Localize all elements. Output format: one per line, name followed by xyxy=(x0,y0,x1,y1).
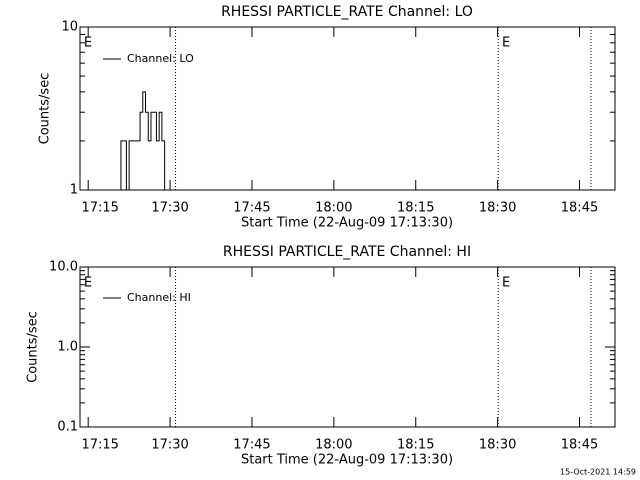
y-axis-label: Counts/sec xyxy=(38,73,53,145)
x-tick-label: 17:30 xyxy=(151,438,188,453)
x-tick-label: 17:45 xyxy=(233,201,270,216)
x-tick-label: 18:45 xyxy=(561,438,598,453)
y-tick-label: 10.0 xyxy=(49,260,78,275)
x-tick-label: 17:15 xyxy=(81,201,118,216)
x-tick-label: 17:30 xyxy=(151,201,188,216)
x-tick-label: 18:30 xyxy=(479,438,516,453)
chart-title: RHESSI PARTICLE_RATE Channel: HI xyxy=(223,244,471,260)
x-tick-label: 18:30 xyxy=(479,201,516,216)
event-label: E xyxy=(84,36,92,51)
event-label: E xyxy=(502,276,510,291)
legend-label: Channel: HI xyxy=(127,291,191,304)
x-tick-label: 18:15 xyxy=(397,438,434,453)
event-label: E xyxy=(84,276,92,291)
y-tick-label: 1.0 xyxy=(57,340,78,355)
data-line xyxy=(118,91,166,191)
y-axis-label: Counts/sec xyxy=(26,311,41,383)
x-tick-label: 18:15 xyxy=(397,201,434,216)
x-axis-label: Start Time (22-Aug-09 17:13:30) xyxy=(241,453,453,468)
x-tick-label: 18:45 xyxy=(561,201,598,216)
x-tick-label: 17:15 xyxy=(81,438,118,453)
y-tick-label: 10 xyxy=(61,20,78,35)
x-tick-label: 18:00 xyxy=(315,438,352,453)
x-axis-label: Start Time (22-Aug-09 17:13:30) xyxy=(241,216,453,231)
x-tick-label: 18:00 xyxy=(315,201,352,216)
legend-label: Channel: LO xyxy=(127,52,194,65)
y-tick-label: 1 xyxy=(70,183,78,198)
x-tick-label: 17:45 xyxy=(233,438,270,453)
y-tick-label: 0.1 xyxy=(57,420,78,435)
event-label: E xyxy=(502,36,510,51)
plot-frame xyxy=(79,26,616,191)
chart-title: RHESSI PARTICLE_RATE Channel: LO xyxy=(221,4,473,20)
footer: 15-Oct-2021 14:59 xyxy=(560,468,636,477)
